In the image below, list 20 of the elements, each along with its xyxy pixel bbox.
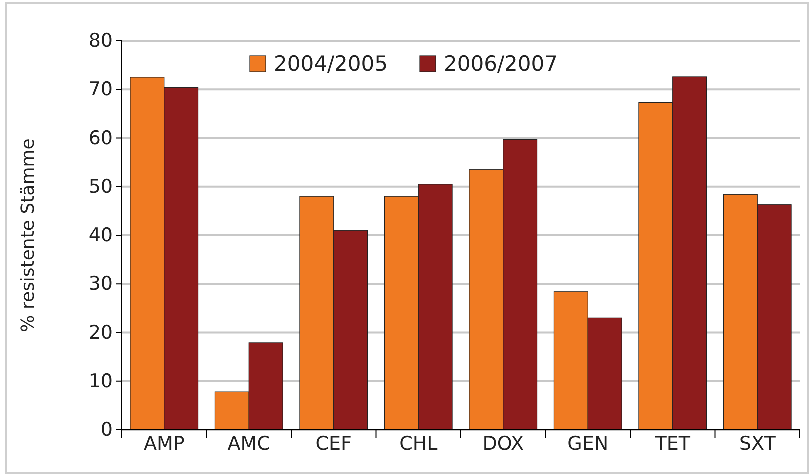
x-tick-label: TET	[654, 433, 691, 456]
y-tick-label: 80	[88, 30, 113, 52]
legend-label: 2006/2007	[444, 52, 558, 76]
y-tick-label: 60	[88, 127, 113, 150]
x-tick-label: AMP	[144, 433, 185, 456]
y-axis-title: % resistente Stämme	[18, 138, 39, 332]
y-tick-label: 40	[88, 224, 113, 247]
y-tick-label: 50	[88, 176, 113, 198]
x-tick-label: AMC	[228, 433, 270, 456]
y-tick-label: 10	[88, 370, 113, 392]
y-tick-label: 30	[88, 273, 113, 296]
x-tick-label: DOX	[482, 433, 524, 456]
y-tick-label: 20	[88, 322, 113, 344]
legend-label: 2004/2005	[274, 52, 388, 76]
y-tick-label: 70	[88, 78, 113, 101]
x-tick-label: GEN	[568, 433, 609, 456]
y-tick-label: 0	[100, 419, 113, 442]
x-tick-label: CHL	[400, 433, 438, 456]
x-tick-label: CEF	[316, 433, 352, 456]
x-tick-label: SXT	[739, 433, 776, 456]
